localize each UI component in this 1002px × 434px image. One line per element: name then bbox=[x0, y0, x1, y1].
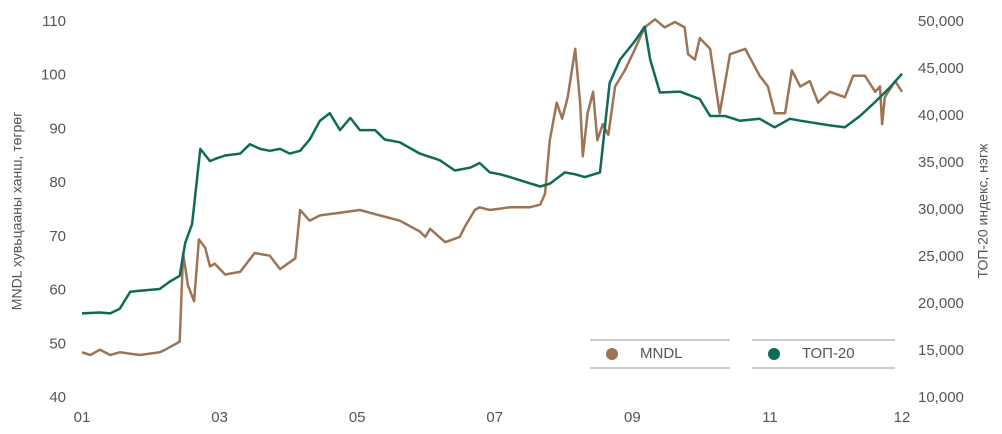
x-tick-label: 07 bbox=[486, 409, 503, 426]
y2-tick-label: 45,000 bbox=[918, 60, 964, 77]
x-tick-label: 03 bbox=[211, 409, 228, 426]
y-tick-label: 50 bbox=[49, 335, 66, 352]
x-tick-label: 11 bbox=[762, 409, 778, 426]
legend-marker bbox=[768, 348, 780, 360]
legend-label: MNDL bbox=[640, 345, 683, 362]
y-tick-label: 40 bbox=[49, 389, 66, 406]
y2-tick-label: 25,000 bbox=[918, 248, 964, 265]
y-axis-label: MNDL хувьцааны ханш, төгрөг bbox=[9, 112, 25, 310]
y2-tick-label: 50,000 bbox=[918, 13, 964, 30]
legend-marker bbox=[606, 348, 618, 360]
y2-tick-label: 35,000 bbox=[918, 154, 964, 171]
y-tick-label: 110 bbox=[42, 13, 66, 30]
x-tick-label: 05 bbox=[349, 409, 366, 426]
y2-tick-label: 30,000 bbox=[918, 201, 964, 218]
line-series bbox=[81, 18, 904, 357]
y2-tick-label: 10,000 bbox=[918, 389, 964, 406]
y-tick-label: 90 bbox=[49, 120, 66, 137]
y-tick-label: 60 bbox=[49, 282, 66, 299]
y-tick-label: 70 bbox=[49, 228, 66, 245]
x-tick-label: 01 bbox=[74, 409, 91, 426]
y2-tick-label: 15,000 bbox=[918, 342, 964, 359]
y2-tick-label: 20,000 bbox=[918, 295, 964, 312]
line-series bbox=[81, 25, 903, 315]
x-tick-label: 12 bbox=[894, 409, 911, 426]
y2-tick-label: 40,000 bbox=[918, 107, 964, 124]
legend-label: ТОП-20 bbox=[802, 345, 855, 362]
y-tick-label: 80 bbox=[49, 174, 66, 191]
y2-axis-label: ТОП-20 индекс, нэгж bbox=[975, 143, 991, 279]
y-tick-label: 100 bbox=[41, 67, 66, 84]
x-tick-label: 09 bbox=[624, 409, 641, 426]
